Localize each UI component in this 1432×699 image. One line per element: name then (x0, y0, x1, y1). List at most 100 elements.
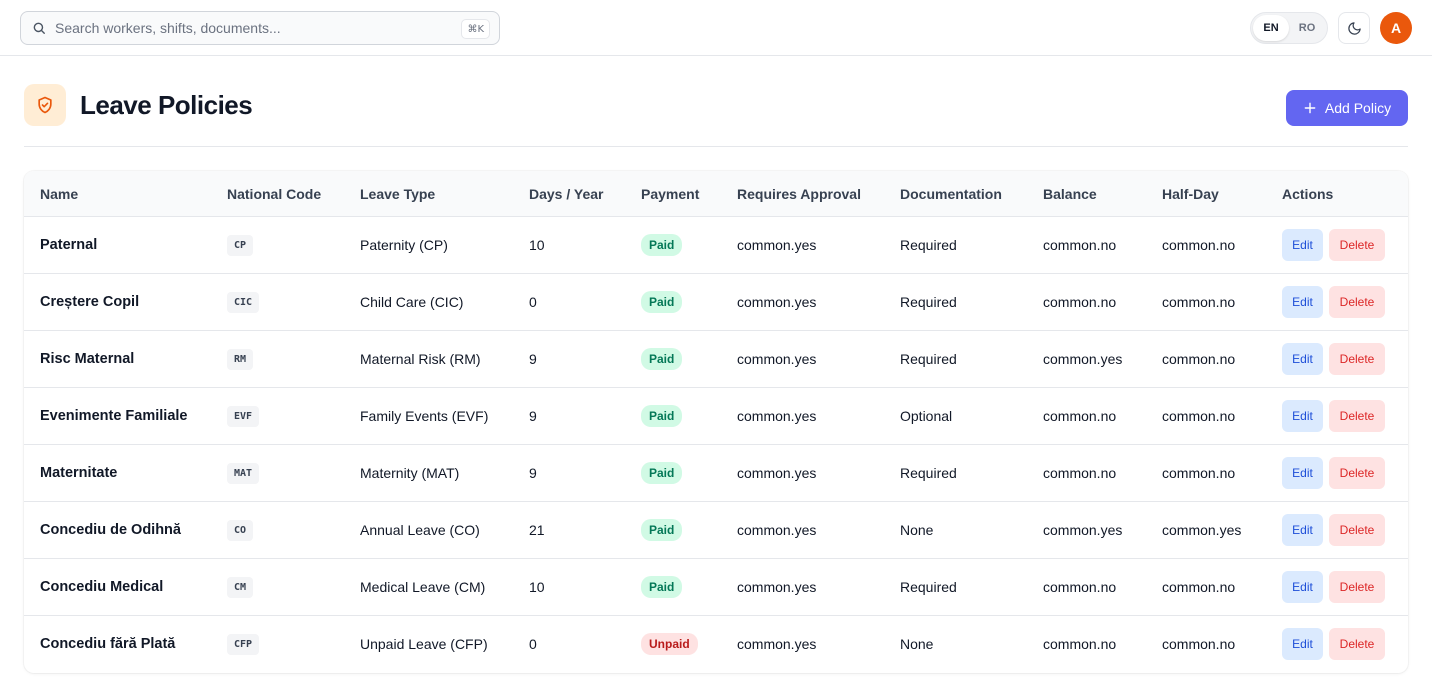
national-code-cell: CFP (227, 616, 260, 672)
search-placeholder: Search workers, shifts, documents... (55, 20, 281, 36)
language-option-ro[interactable]: RO (1298, 22, 1316, 34)
table-row: Evenimente Familiale EVF Family Events (EV… (24, 388, 1408, 445)
column-header-payment[interactable]: Payment (641, 186, 700, 202)
edit-button[interactable]: Edit (1282, 400, 1323, 432)
payment-cell: Paid (641, 559, 683, 615)
column-header-documentation[interactable]: Documentation (900, 186, 1002, 202)
plus-icon (1303, 101, 1317, 115)
theme-toggle-button[interactable] (1338, 12, 1370, 44)
leave-type: Annual Leave (CO) (360, 522, 480, 538)
row-actions: Edit Delete (1282, 616, 1385, 672)
days-per-year: 21 (529, 522, 545, 538)
table-row: Maternitate MAT Maternity (MAT) 9 Paid common… (24, 445, 1408, 502)
leave-type: Paternity (CP) (360, 237, 448, 253)
edit-button[interactable]: Edit (1282, 514, 1323, 546)
row-actions: Edit Delete (1282, 217, 1385, 273)
search-icon (31, 20, 47, 36)
payment-badge: Paid (641, 462, 683, 484)
payment-badge: Paid (641, 405, 683, 427)
delete-button[interactable]: Delete (1329, 229, 1385, 261)
requires-approval: common.yes (737, 237, 817, 253)
requires-approval: common.yes (737, 579, 817, 595)
table-row: Concediu Medical CM Medical Leave (CM) 10 Pa… (24, 559, 1408, 616)
balance: common.no (1043, 636, 1117, 652)
national-code-badge: RM (227, 348, 254, 370)
half-day: common.no (1162, 579, 1236, 595)
row-actions: Edit Delete (1282, 274, 1385, 330)
column-header-name[interactable]: Name (40, 186, 79, 202)
payment-badge: Paid (641, 576, 683, 598)
column-header-half-day[interactable]: Half-Day (1162, 186, 1219, 202)
national-code-cell: CIC (227, 274, 260, 330)
national-code-cell: RM (227, 331, 254, 387)
language-option-en[interactable]: EN (1253, 15, 1289, 41)
table-row: Risc Maternal RM Maternal Risk (RM) 9 Paid co… (24, 331, 1408, 388)
row-actions: Edit Delete (1282, 559, 1385, 615)
documentation: None (900, 522, 934, 538)
add-policy-button[interactable]: Add Policy (1286, 90, 1408, 126)
national-code-badge: CIC (227, 291, 260, 313)
moon-icon (1347, 21, 1362, 36)
balance: common.yes (1043, 522, 1123, 538)
requires-approval: common.yes (737, 465, 817, 481)
payment-cell: Unpaid (641, 616, 698, 672)
half-day: common.no (1162, 294, 1236, 310)
payment-cell: Paid (641, 217, 683, 273)
row-actions: Edit Delete (1282, 331, 1385, 387)
leave-type: Maternity (MAT) (360, 465, 460, 481)
policy-name: Concediu fără Plată (40, 636, 176, 652)
delete-button[interactable]: Delete (1329, 457, 1385, 489)
column-header-leave-type[interactable]: Leave Type (360, 186, 436, 202)
row-actions: Edit Delete (1282, 388, 1385, 444)
documentation: Required (900, 465, 957, 481)
policy-name: Paternal (40, 237, 98, 253)
edit-button[interactable]: Edit (1282, 286, 1323, 318)
column-header-national-code[interactable]: National Code (227, 186, 322, 202)
edit-button[interactable]: Edit (1282, 343, 1323, 375)
table-header: Name National Code Leave Type Days / Yea… (24, 171, 1408, 217)
half-day: common.no (1162, 408, 1236, 424)
delete-button[interactable]: Delete (1329, 628, 1385, 660)
half-day: common.no (1162, 636, 1236, 652)
payment-cell: Paid (641, 445, 683, 501)
user-avatar[interactable]: A (1380, 12, 1412, 44)
requires-approval: common.yes (737, 294, 817, 310)
balance: common.yes (1043, 351, 1123, 367)
edit-button[interactable]: Edit (1282, 571, 1323, 603)
search-input[interactable]: Search workers, shifts, documents... ⌘K (20, 11, 500, 45)
policy-name: Risc Maternal (40, 351, 135, 367)
national-code-cell: CP (227, 217, 254, 273)
policy-name: Evenimente Familiale (40, 408, 188, 424)
payment-cell: Paid (641, 502, 683, 558)
policy-name: Concediu Medical (40, 579, 164, 595)
row-actions: Edit Delete (1282, 445, 1385, 501)
row-actions: Edit Delete (1282, 502, 1385, 558)
national-code-badge: CM (227, 576, 254, 598)
balance: common.no (1043, 408, 1117, 424)
column-header-requires-approval[interactable]: Requires Approval (737, 186, 861, 202)
national-code-badge: EVF (227, 405, 260, 427)
balance: common.no (1043, 294, 1117, 310)
days-per-year: 9 (529, 351, 537, 367)
edit-button[interactable]: Edit (1282, 229, 1323, 261)
documentation: Optional (900, 408, 953, 424)
requires-approval: common.yes (737, 351, 817, 367)
balance: common.no (1043, 237, 1117, 253)
table-row: Concediu de Odihnă CO Annual Leave (CO) 21 P… (24, 502, 1408, 559)
column-header-balance[interactable]: Balance (1043, 186, 1097, 202)
balance: common.no (1043, 465, 1117, 481)
delete-button[interactable]: Delete (1329, 514, 1385, 546)
delete-button[interactable]: Delete (1329, 571, 1385, 603)
requires-approval: common.yes (737, 408, 817, 424)
leave-type: Medical Leave (CM) (360, 579, 486, 595)
edit-button[interactable]: Edit (1282, 457, 1323, 489)
edit-button[interactable]: Edit (1282, 628, 1323, 660)
delete-button[interactable]: Delete (1329, 343, 1385, 375)
requires-approval: common.yes (737, 636, 817, 652)
page-icon-container (24, 84, 66, 126)
delete-button[interactable]: Delete (1329, 286, 1385, 318)
national-code-badge: CP (227, 234, 254, 256)
column-header-days-year[interactable]: Days / Year (529, 186, 604, 202)
column-header-actions: Actions (1282, 186, 1334, 202)
delete-button[interactable]: Delete (1329, 400, 1385, 432)
